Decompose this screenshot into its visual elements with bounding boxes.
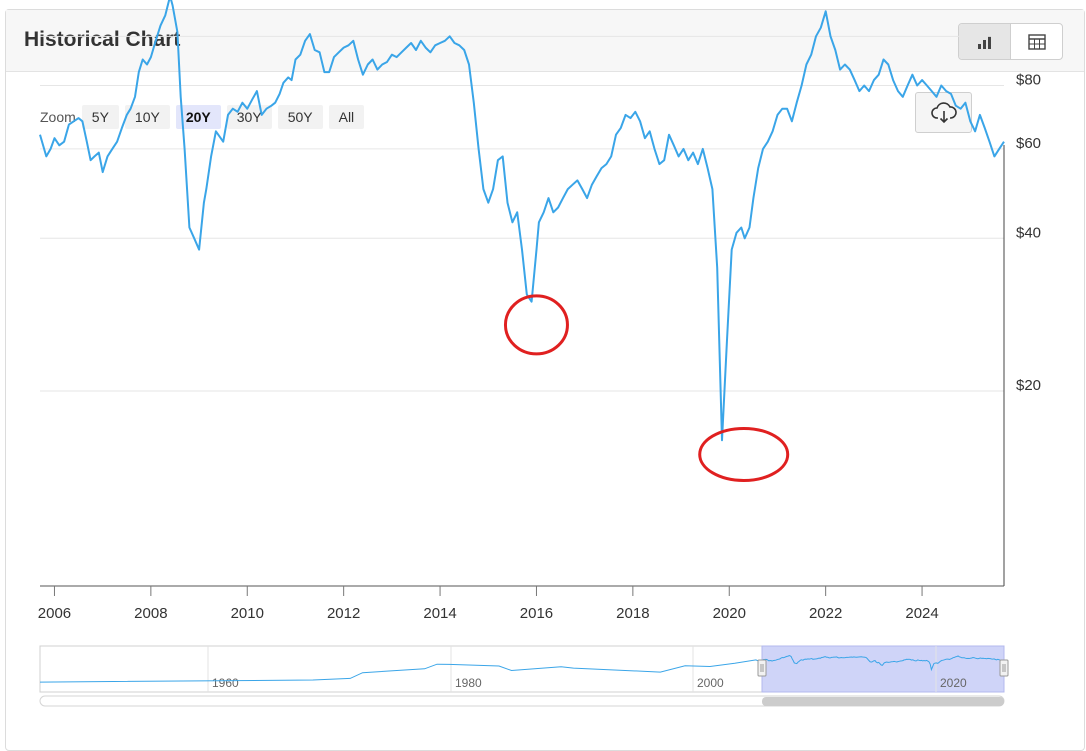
x-tick-label: 2010 — [231, 605, 264, 622]
annotations — [503, 294, 790, 482]
scrollbar-thumb[interactable] — [762, 697, 1004, 706]
zoom-10y-button[interactable]: 10Y — [124, 105, 170, 129]
x-tick-label: 2018 — [616, 605, 649, 622]
navigator-line — [39, 654, 1005, 683]
zoom-50y-button[interactable]: 50Y — [277, 105, 323, 129]
grid-lines — [40, 35, 1004, 392]
y-tick-label: $40 — [1016, 224, 1041, 241]
chart-view-button[interactable] — [959, 24, 1011, 59]
view-toggle — [958, 23, 1063, 60]
horizontal-scrollbar[interactable] — [39, 695, 1005, 707]
price-chart: $20 $40 $60 $80 2006 2008 2010 2012 2014… — [38, 0, 1041, 707]
navigator-tick-label: 1980 — [455, 676, 482, 690]
y-axis-labels: $20 $40 $60 $80 — [1016, 72, 1041, 395]
y-tick-label: $20 — [1016, 377, 1041, 394]
x-tick-label: 2016 — [520, 605, 553, 622]
x-tick-label: 2012 — [327, 605, 360, 622]
x-tick-label: 2008 — [134, 605, 167, 622]
panel-header: Historical Chart — [6, 10, 1084, 72]
x-tick-label: 2014 — [423, 605, 456, 622]
range-navigator[interactable]: 1960 1980 2000 2020 — [39, 645, 1009, 693]
annotation-circle — [698, 426, 790, 482]
navigator-tick-label: 2020 — [940, 676, 967, 690]
navigator-right-handle[interactable] — [999, 659, 1009, 677]
navigator-tick-label: 2000 — [697, 676, 724, 690]
bar-chart-icon — [977, 35, 991, 49]
x-tick-label: 2024 — [905, 605, 938, 622]
y-tick-label: $80 — [1016, 72, 1041, 89]
zoom-all-button[interactable]: All — [328, 105, 365, 129]
x-axis-ticks — [53, 586, 923, 596]
page-title: Historical Chart — [24, 28, 181, 51]
x-tick-label: 2022 — [809, 605, 842, 622]
price-line — [39, 0, 1005, 442]
navigator-left-handle[interactable] — [757, 659, 767, 677]
x-tick-label: 2006 — [38, 605, 71, 622]
zoom-20y-button[interactable]: 20Y — [175, 105, 221, 129]
navigator-tick-label: 1960 — [212, 676, 239, 690]
download-button[interactable] — [915, 92, 972, 133]
x-tick-label: 2020 — [713, 605, 746, 622]
table-icon — [1027, 33, 1046, 50]
zoom-5y-button[interactable]: 5Y — [81, 105, 119, 129]
cloud-download-icon — [930, 101, 957, 123]
y-tick-label: $60 — [1016, 135, 1041, 152]
zoom-label: Zoom — [40, 109, 76, 125]
annotation-circle — [503, 294, 569, 356]
chart-panel: Historical Chart — [5, 9, 1085, 751]
x-axis-labels: 2006 2008 2010 2012 2014 2016 2018 2020 … — [38, 605, 939, 622]
table-view-button[interactable] — [1011, 24, 1062, 59]
zoom-controls: Zoom 5Y 10Y 20Y 30Y 50Y All — [40, 105, 370, 129]
navigator-selection[interactable] — [761, 645, 1005, 693]
